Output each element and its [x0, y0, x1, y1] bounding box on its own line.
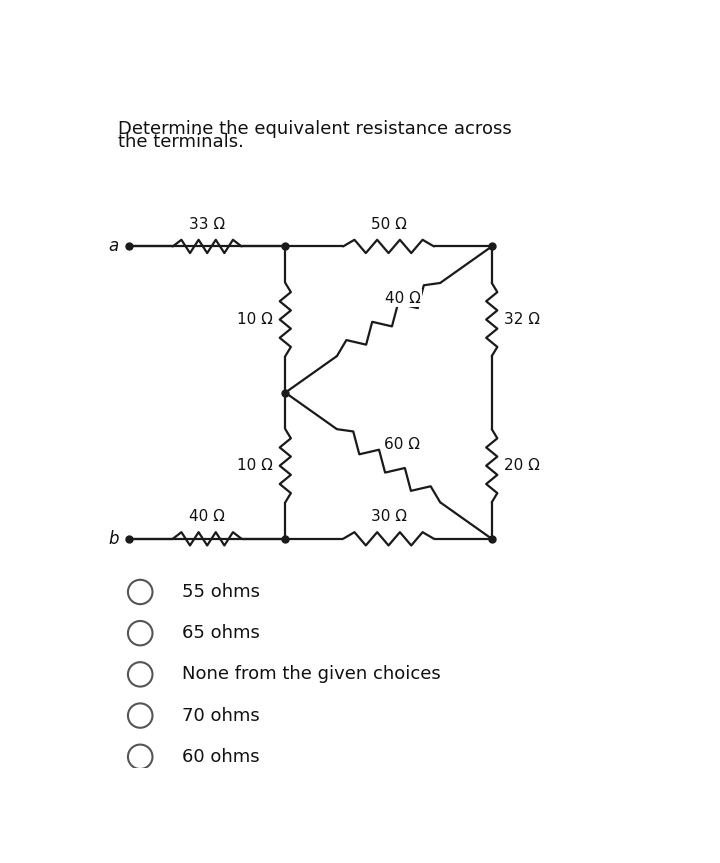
Text: None from the given choices: None from the given choices: [182, 665, 441, 683]
Text: the terminals.: the terminals.: [118, 134, 244, 152]
Text: 55 ohms: 55 ohms: [182, 583, 260, 601]
Text: 50 Ω: 50 Ω: [371, 217, 407, 232]
Text: 60 Ω: 60 Ω: [384, 437, 420, 452]
Text: 60 ohms: 60 ohms: [182, 747, 260, 765]
Text: b: b: [109, 530, 119, 548]
Text: 20 Ω: 20 Ω: [504, 458, 540, 473]
Text: 70 ohms: 70 ohms: [182, 707, 260, 725]
Text: 30 Ω: 30 Ω: [371, 509, 407, 524]
Text: 33 Ω: 33 Ω: [189, 217, 225, 232]
Text: 10 Ω: 10 Ω: [237, 458, 273, 473]
Text: 10 Ω: 10 Ω: [237, 312, 273, 327]
Text: 40 Ω: 40 Ω: [384, 291, 420, 306]
Text: Determine the equivalent resistance across: Determine the equivalent resistance acro…: [118, 120, 512, 138]
Text: 65 ohms: 65 ohms: [182, 624, 260, 642]
Text: a: a: [109, 237, 119, 255]
Text: 40 Ω: 40 Ω: [189, 509, 225, 524]
Text: 32 Ω: 32 Ω: [504, 312, 540, 327]
